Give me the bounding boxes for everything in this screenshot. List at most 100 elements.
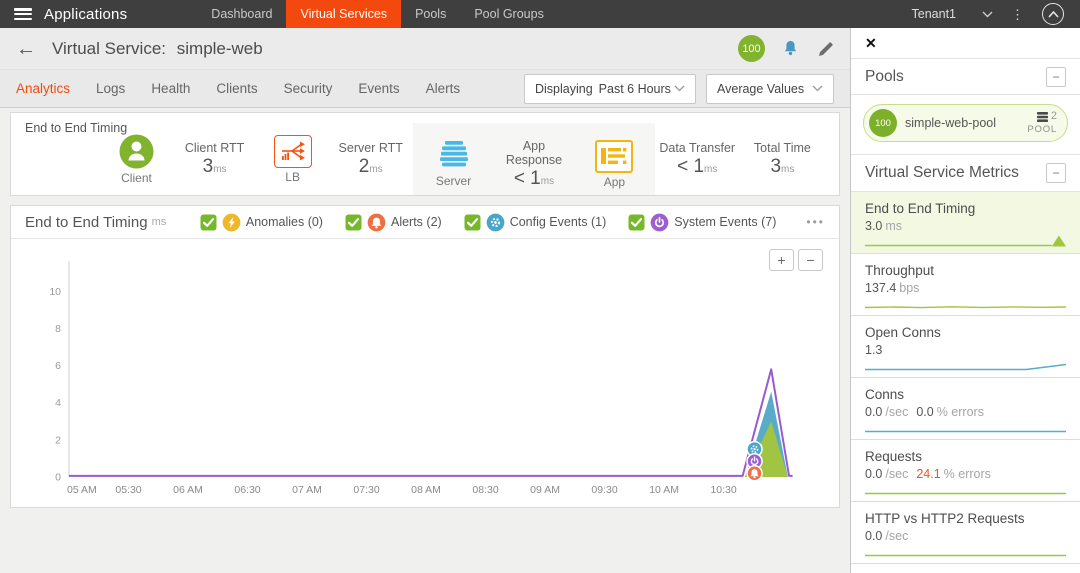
overflow-menu-icon[interactable]: ⋮ — [1011, 6, 1024, 22]
notifications-bell-icon[interactable] — [781, 39, 800, 58]
close-sidebar-icon[interactable]: ✕ — [865, 34, 877, 51]
chart-title: End to End Timing — [25, 213, 148, 231]
svg-text:10:30: 10:30 — [710, 484, 736, 496]
svg-text:05 AM: 05 AM — [67, 484, 97, 496]
app-window-icon — [595, 139, 634, 173]
tenant-name: Tenant1 — [911, 7, 956, 21]
metric-card-requests[interactable]: Requests 0.0/sec 24.1% errors — [851, 440, 1080, 502]
chart-more-menu[interactable]: ••• — [806, 215, 825, 229]
vs-metrics-title: Virtual Service Metrics — [865, 164, 1019, 181]
metric-card-throughput[interactable]: Throughput 137.4 bps — [851, 254, 1080, 316]
servers-mini-icon — [1036, 112, 1048, 123]
value-mode-select[interactable]: Average Values — [706, 73, 834, 104]
svg-text:6: 6 — [55, 360, 61, 372]
svg-text:08:30: 08:30 — [472, 484, 498, 496]
pools-collapse-button[interactable]: − — [1046, 66, 1066, 87]
toggle-system-events[interactable]: System Events (7) — [628, 213, 776, 232]
app-title: Applications — [44, 5, 128, 23]
edit-pencil-icon[interactable] — [816, 40, 834, 58]
tenant-selector[interactable]: Tenant1 — [912, 7, 993, 21]
sparkline — [865, 430, 1066, 433]
pools-title: Pools — [865, 67, 904, 85]
chevron-down-icon — [812, 85, 823, 92]
tab-events[interactable]: Events — [358, 81, 400, 96]
server-node[interactable]: Server — [413, 140, 493, 188]
metric-card-http-vs-http2[interactable]: HTTP vs HTTP2 Requests 0.0/sec — [851, 502, 1080, 564]
tab-logs[interactable]: Logs — [96, 81, 126, 96]
page-title-prefix: Virtual Service: — [52, 38, 167, 58]
metric-card-conns[interactable]: Conns 0.0/sec 0.0% errors — [851, 378, 1080, 440]
chevron-down-icon — [982, 11, 993, 17]
client-person-icon — [119, 134, 154, 168]
svg-text:05:30: 05:30 — [115, 484, 141, 496]
load-balancer-node[interactable]: LB — [257, 134, 328, 184]
toggle-config-events[interactable]: Config Events (1) — [464, 213, 606, 232]
metric-card-open-conns[interactable]: Open Conns 1.3 — [851, 316, 1080, 378]
svg-text:09 AM: 09 AM — [530, 484, 560, 496]
chevron-down-icon — [674, 85, 685, 92]
client-node-label: Client — [121, 170, 152, 185]
pools-section-header: Pools − — [851, 58, 1080, 95]
time-range-value: Past 6 Hours — [598, 81, 671, 96]
nav-pool-groups[interactable]: Pool Groups — [474, 7, 544, 21]
timing-chart-panel: End to End Timing ms Anomalies (0) — [10, 205, 840, 508]
svg-text:06:30: 06:30 — [234, 484, 260, 496]
end-to-end-timing-panel: End to End Timing Client Client RTT — [10, 112, 840, 196]
pool-health-badge: 100 — [869, 109, 897, 137]
time-range-select[interactable]: Displaying Past 6 Hours — [524, 73, 696, 104]
chart-title-unit: ms — [151, 216, 167, 228]
svg-text:07:30: 07:30 — [353, 484, 379, 496]
sparkline — [865, 235, 1066, 247]
chart-plot-area: + − 0 2 4 6 8 10 05 AM 05:30 06 AM 06:30 07 AM 07:3… — [11, 239, 839, 508]
analytics-tab-bar: Analytics Logs Health Clients Security E… — [0, 70, 850, 108]
svg-text:0: 0 — [55, 472, 61, 484]
config-gear-icon — [486, 213, 505, 231]
checkbox-checked-icon — [345, 214, 362, 230]
zoom-in-button[interactable]: + — [769, 249, 794, 271]
svg-text:10 AM: 10 AM — [649, 484, 679, 496]
hamburger-menu-icon[interactable] — [14, 8, 32, 20]
checkbox-checked-icon — [200, 214, 217, 230]
data-transfer-metric: Data Transfer < 1ms — [659, 140, 736, 177]
checkbox-checked-icon — [464, 214, 481, 230]
toggle-anomalies[interactable]: Anomalies (0) — [200, 213, 323, 232]
nav-pools[interactable]: Pools — [415, 7, 447, 21]
pool-type-label: POOL — [1027, 123, 1057, 135]
app-response-metric: App Response < 1ms — [505, 138, 563, 189]
health-score-badge[interactable]: 100 — [738, 35, 765, 62]
back-button[interactable]: ← — [16, 37, 36, 60]
nav-dashboard[interactable]: Dashboard — [211, 7, 273, 21]
pool-name: simple-web-pool — [905, 116, 997, 130]
toggle-alerts[interactable]: Alerts (2) — [345, 213, 442, 232]
app-node[interactable]: App — [574, 139, 654, 189]
svg-text:8: 8 — [55, 323, 61, 335]
right-sidebar: ✕ Pools − 100 simple-web-pool 2 POOL — [850, 28, 1080, 573]
primary-nav: Dashboard Virtual Services Pools Pool Gr… — [197, 0, 558, 28]
metric-card-end-to-end-timing[interactable]: End to End Timing 3.0 ms — [851, 192, 1080, 254]
tab-clients[interactable]: Clients — [216, 81, 258, 96]
tab-alerts[interactable]: Alerts — [425, 81, 461, 96]
main-content: ← Virtual Service: simple-web 100 — [0, 28, 850, 573]
tab-health[interactable]: Health — [151, 81, 191, 96]
nav-virtual-services[interactable]: Virtual Services — [286, 0, 402, 28]
tab-security[interactable]: Security — [283, 81, 333, 96]
system-power-icon — [650, 213, 669, 231]
server-node-label: Server — [435, 174, 472, 188]
sparkline — [865, 363, 1066, 371]
avi-logo-icon[interactable] — [1042, 3, 1064, 25]
vs-metrics-collapse-button[interactable]: − — [1046, 163, 1066, 183]
end-to-end-timing-chart[interactable]: 0 2 4 6 8 10 05 AM 05:30 06 AM 06:30 07 AM 07:30 08 … — [25, 247, 815, 503]
svg-text:08 AM: 08 AM — [411, 484, 441, 496]
svg-text:2: 2 — [55, 434, 61, 446]
virtual-service-header: ← Virtual Service: simple-web 100 — [0, 28, 850, 70]
e2e-panel-title: End to End Timing — [25, 121, 128, 135]
pool-card[interactable]: 100 simple-web-pool 2 POOL — [863, 104, 1068, 142]
page-title: Virtual Service: simple-web — [52, 39, 263, 59]
value-mode-value: Average Values — [717, 81, 805, 96]
svg-text:06 AM: 06 AM — [173, 484, 203, 496]
zoom-out-button[interactable]: − — [798, 249, 823, 271]
metric-card-list: End to End Timing 3.0 ms Throughput 137.4… — [851, 192, 1080, 564]
tab-analytics[interactable]: Analytics — [16, 81, 71, 96]
client-node[interactable]: Client — [101, 134, 172, 185]
